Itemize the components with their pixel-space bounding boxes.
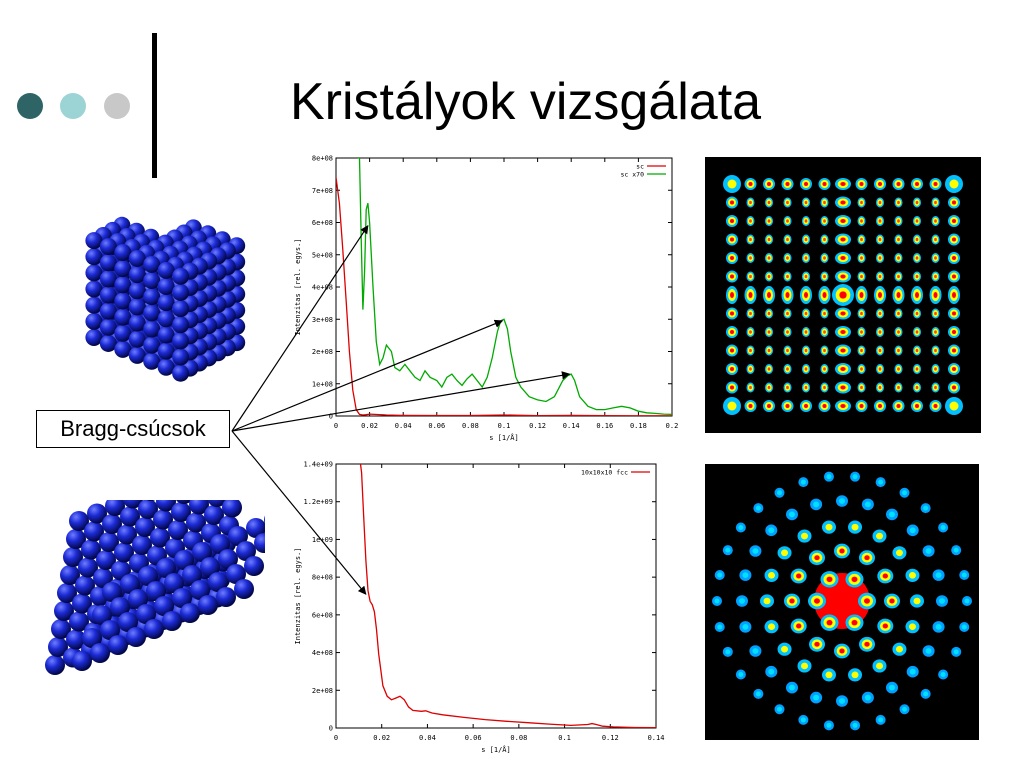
sc-diffraction-pattern — [705, 157, 981, 433]
x-tick-label: 0.04 — [395, 422, 412, 430]
x-tick-label: 0 — [334, 734, 338, 742]
bullet-dot-teal — [60, 93, 86, 119]
x-axis-label: s [1/Å] — [489, 433, 519, 442]
bragg-peaks-label: Bragg-csúcsok — [36, 410, 230, 448]
x-tick-label: 0.14 — [563, 422, 580, 430]
y-tick-label: 4e+08 — [312, 649, 333, 657]
series-line-sc-x70 — [357, 158, 672, 416]
y-tick-label: 8e+08 — [312, 155, 333, 163]
plot-frame — [335, 157, 673, 417]
fcc-crystal-image — [45, 500, 265, 675]
legend-label: sc x70 — [621, 171, 645, 179]
x-tick-label: 0.12 — [529, 422, 546, 430]
title-divider — [152, 33, 157, 178]
x-tick-label: 0.02 — [361, 422, 378, 430]
y-tick-label: 7e+08 — [312, 187, 333, 195]
legend-label: 10x10x10 fcc — [581, 469, 628, 477]
x-tick-label: 0 — [334, 422, 338, 430]
y-tick-label: 4e+08 — [312, 284, 333, 292]
y-axis-label: Intenzitas [rel. egys.] — [294, 239, 302, 336]
slide-title: Kristályok vizsgálata — [290, 73, 762, 131]
y-axis-label: Intenzitas [rel. egys.] — [294, 548, 302, 645]
y-tick-label: 2e+08 — [312, 348, 333, 356]
bullet-dot-dark — [17, 93, 43, 119]
fcc-diffraction-pattern — [705, 464, 979, 740]
x-tick-label: 0.14 — [648, 734, 665, 742]
legend-label: sc — [636, 163, 644, 171]
cubic-crystal-image — [85, 216, 246, 382]
plot-frame — [335, 463, 657, 729]
x-tick-label: 0.08 — [510, 734, 527, 742]
y-tick-label: 6e+08 — [312, 611, 333, 619]
x-tick-label: 0.18 — [630, 422, 647, 430]
x-tick-label: 0.06 — [465, 734, 482, 742]
y-tick-label: 6e+08 — [312, 219, 333, 227]
series-line-10x10x10-fcc — [359, 464, 656, 728]
x-tick-label: 0.04 — [419, 734, 436, 742]
y-tick-label: 1.4e+09 — [303, 461, 333, 469]
y-tick-label: 1e+08 — [312, 380, 333, 388]
x-axis-label: s [1/Å] — [481, 745, 511, 754]
x-tick-label: 0.16 — [596, 422, 613, 430]
y-tick-label: 0 — [329, 725, 333, 733]
y-tick-label: 2e+08 — [312, 687, 333, 695]
x-tick-label: 0.12 — [602, 734, 619, 742]
x-tick-label: 0.02 — [373, 734, 390, 742]
fcc-intensity-chart: 0 0.02 0.04 0.06 0.08 0.1 0.12 0.14 0 2e+08 4e+08 6… — [290, 458, 670, 758]
x-tick-label: 0.08 — [462, 422, 479, 430]
series-line-sc — [336, 177, 672, 416]
bullet-dot-gray — [104, 93, 130, 119]
y-tick-label: 8e+08 — [312, 574, 333, 582]
y-tick-label: 1.2e+09 — [303, 498, 333, 506]
y-tick-label: 0 — [329, 413, 333, 421]
x-tick-label: 0.1 — [558, 734, 571, 742]
x-tick-label: 0.1 — [498, 422, 511, 430]
x-tick-label: 0.06 — [428, 422, 445, 430]
y-tick-label: 5e+08 — [312, 251, 333, 259]
x-tick-label: 0.2 — [666, 422, 679, 430]
y-tick-label: 3e+08 — [312, 316, 333, 324]
sc-intensity-chart: 0 0.02 0.04 0.06 0.08 0.1 0.12 0.14 0.16 0.18 0.2 0… — [290, 148, 682, 448]
y-tick-label: 1e+09 — [312, 536, 333, 544]
